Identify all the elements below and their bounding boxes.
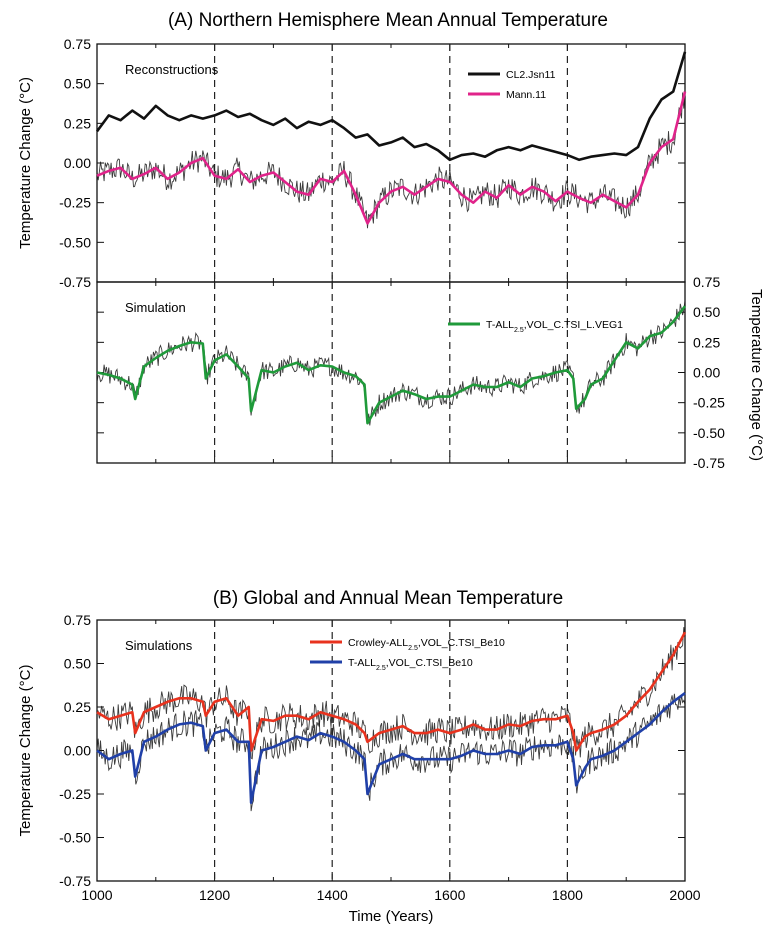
series-line	[96, 631, 687, 752]
x-tick-label: 1400	[317, 887, 348, 903]
y-tick-label: -0.50	[693, 425, 725, 441]
y-tick-label: 0.00	[64, 155, 91, 171]
legend-entry: T-ALL2.5,VOL_C.TSI_Be10	[348, 657, 473, 672]
series-line	[96, 692, 686, 804]
y-axis-label: Temperature Change (°C)	[17, 665, 34, 837]
x-tick-label: 2000	[669, 887, 700, 903]
y-tick-label: -0.25	[59, 195, 91, 211]
series-line	[96, 91, 687, 225]
y-tick-label: 0.50	[64, 76, 91, 92]
legend-entry: Mann.11	[506, 89, 546, 101]
y-tick-label: 0.50	[64, 656, 91, 672]
y-tick-label: 0.50	[693, 304, 720, 320]
y-tick-label: -0.25	[693, 395, 725, 411]
legend-entry: CL2.Jsn11	[506, 69, 556, 81]
x-tick-label: 1200	[199, 887, 230, 903]
y-axis-label: Temperature Change (°C)	[17, 77, 34, 249]
y-tick-label: 0.75	[64, 612, 91, 628]
y-tick-label: 0.75	[693, 274, 720, 290]
x-tick-label: 1600	[434, 887, 465, 903]
y-axis-label: Temperature Change (°C)	[748, 289, 765, 461]
annual-series-line	[96, 627, 686, 760]
annual-series-line	[96, 89, 686, 229]
panel-annotation: Simulation	[125, 300, 186, 315]
y-tick-label: 0.75	[64, 36, 91, 52]
x-tick-label: 1800	[552, 887, 583, 903]
y-tick-label: -0.50	[59, 234, 91, 250]
y-tick-label: 0.25	[64, 699, 91, 715]
y-tick-label: -0.75	[59, 274, 91, 290]
y-tick-label: 0.00	[693, 365, 720, 381]
y-tick-label: 0.00	[64, 743, 91, 759]
x-tick-label: 1000	[81, 887, 112, 903]
legend-entry: Crowley-ALL2.5,VOL_C.TSI_Be10	[348, 637, 505, 652]
y-tick-label: 0.25	[64, 115, 91, 131]
chart-title: (B) Global and Annual Mean Temperature	[213, 588, 563, 609]
annual-series-line	[96, 693, 686, 812]
series-line	[95, 51, 687, 162]
y-tick-label: 0.25	[693, 334, 720, 350]
y-tick-label: -0.50	[59, 830, 91, 846]
chart-title: (A) Northern Hemisphere Mean Annual Temp…	[168, 10, 608, 31]
legend-entry: T-ALL2.5,VOL_C.TSI_L.VEG1	[486, 319, 623, 334]
y-tick-label: -0.75	[59, 873, 91, 889]
x-axis-label: Time (Years)	[349, 908, 434, 925]
panel-annotation: Simulations	[125, 638, 193, 653]
panel-annotation: Reconstructions	[125, 62, 219, 77]
y-tick-label: -0.25	[59, 786, 91, 802]
y-tick-label: -0.75	[693, 455, 725, 471]
series-line	[96, 305, 687, 425]
plot-frame	[96, 43, 686, 283]
